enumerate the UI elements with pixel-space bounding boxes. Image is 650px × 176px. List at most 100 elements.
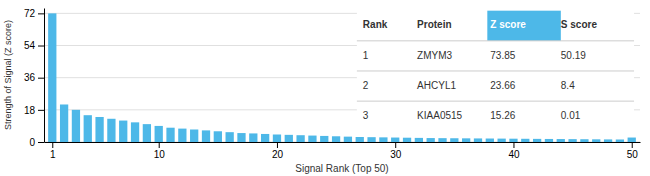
tick-label: 10	[154, 149, 166, 160]
tick-mark	[38, 142, 44, 143]
bar	[332, 136, 340, 142]
tick: 54	[24, 40, 44, 51]
bar	[261, 134, 269, 142]
bar	[285, 135, 293, 142]
bar	[155, 126, 163, 142]
table-header: Protein	[417, 19, 451, 30]
table-rule	[357, 70, 634, 71]
bar	[143, 124, 151, 142]
table-cell: KIAA0515	[417, 110, 462, 121]
bar	[474, 138, 482, 142]
chart: 11020304050018365472RankProteinZ scoreS …	[0, 0, 650, 176]
table-cell: 73.85	[490, 50, 515, 61]
axis-line	[45, 142, 641, 143]
bar	[190, 129, 198, 142]
bar	[119, 121, 127, 142]
bar	[533, 139, 541, 142]
bar	[367, 137, 375, 142]
bar	[178, 129, 186, 142]
bar	[450, 138, 458, 142]
bar	[498, 139, 506, 142]
table-background	[357, 11, 634, 132]
bar	[427, 138, 435, 142]
tick-mark	[38, 13, 44, 14]
tick-mark	[277, 142, 278, 148]
table-cell: 0.01	[561, 110, 581, 121]
plot: 11020304050018365472RankProteinZ scoreS …	[24, 8, 641, 160]
bar	[166, 128, 174, 142]
bar	[344, 137, 352, 142]
table-rule	[357, 101, 634, 102]
bar	[273, 134, 281, 142]
bar	[486, 139, 494, 142]
tick-label: 18	[24, 105, 36, 116]
table-cell: 15.26	[490, 110, 515, 121]
tick: 40	[508, 142, 520, 160]
x-axis: 1 10 20 30 40 50	[45, 142, 641, 160]
bar	[107, 119, 115, 142]
bar	[568, 139, 576, 142]
bar	[226, 132, 234, 142]
tick: 18	[24, 105, 44, 116]
bar	[415, 138, 423, 142]
table-cell: 2	[363, 80, 369, 91]
bar	[214, 131, 222, 142]
tick-mark	[395, 142, 396, 148]
x-axis-label: Signal Rank (Top 50)	[295, 163, 388, 174]
table-header: Rank	[363, 19, 388, 30]
tick: 50	[627, 142, 639, 160]
bar	[249, 133, 257, 142]
tick-mark	[38, 110, 44, 111]
bar	[60, 104, 68, 142]
y-axis: 018365472	[24, 8, 45, 148]
bar	[237, 133, 245, 142]
table-cell: 50.19	[561, 50, 586, 61]
bar	[521, 139, 529, 142]
table-cell: 1	[363, 50, 369, 61]
tick-label: 54	[24, 40, 36, 51]
tick-label: 50	[627, 149, 639, 160]
tick-label: 40	[508, 149, 520, 160]
tick: 20	[272, 142, 284, 160]
bar	[580, 139, 588, 142]
bar	[72, 110, 80, 142]
bar	[616, 139, 624, 142]
tick-mark	[632, 142, 633, 148]
table-cell: AHCYL1	[417, 80, 456, 91]
tick-label: 72	[24, 8, 36, 19]
bar	[131, 122, 139, 142]
tick-mark	[159, 142, 160, 148]
bar	[320, 136, 328, 142]
bar	[84, 115, 92, 142]
tick: 1	[50, 142, 56, 160]
tick-mark	[38, 46, 44, 47]
bar	[557, 139, 565, 142]
table-header: S score	[561, 19, 598, 30]
header-highlight	[487, 11, 561, 41]
tick: 10	[154, 142, 166, 160]
bar	[356, 137, 364, 142]
table-cell: ZMYM3	[417, 50, 452, 61]
tick: 30	[390, 142, 402, 160]
bar	[308, 136, 316, 142]
table-rule	[357, 40, 634, 41]
table: Rank Protein Z score S score 1 ZMYM3 73.85 50.1…	[357, 11, 634, 132]
tick-label: 1	[50, 149, 56, 160]
bar	[545, 139, 553, 142]
bar	[95, 117, 103, 142]
bar	[438, 138, 446, 142]
bar	[462, 138, 470, 142]
bar	[202, 130, 210, 142]
bar	[379, 137, 387, 142]
tick: 36	[24, 72, 44, 83]
bar	[604, 139, 612, 142]
bar	[509, 139, 517, 142]
table-header: Z score	[490, 19, 526, 30]
bar	[403, 138, 411, 142]
bar	[391, 138, 399, 142]
tick-mark	[513, 142, 514, 148]
y-axis-label: Strength of Signal (Z score)	[3, 20, 13, 130]
tick-mark	[52, 142, 53, 148]
axis-line	[44, 9, 45, 143]
bar	[592, 139, 600, 142]
